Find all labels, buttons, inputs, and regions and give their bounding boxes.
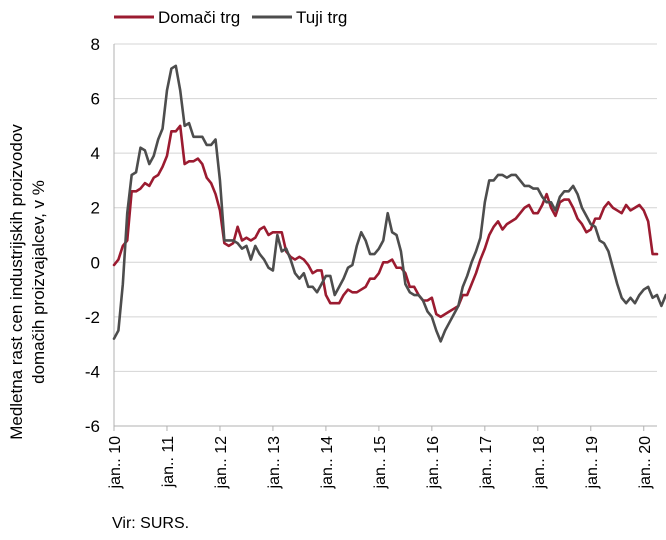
x-tick-label: jan.. 19 (584, 436, 601, 490)
series-line-domaci-trg (112, 124, 659, 319)
y-axis-label-line-2: domačih proizvajalcev, v % (29, 180, 48, 384)
y-tick-label: -6 (85, 417, 100, 436)
x-tick-label: jan.. 13 (266, 436, 283, 490)
y-tick-label: 4 (91, 144, 100, 163)
x-tick-label: jan.. 15 (372, 436, 389, 490)
x-tick-label: jan.. 17 (478, 436, 495, 490)
y-tick-labels: -6 -4 -2 0 2 4 6 8 (85, 35, 100, 436)
y-axis-label-line-1: Medletna rast cen industrijskih proizvod… (7, 124, 26, 440)
legend-label: Domači trg (158, 8, 240, 27)
y-tick-label: 0 (91, 253, 100, 272)
axes (113, 44, 657, 427)
y-tick-label: 8 (91, 35, 100, 54)
legend-label: Tuji trg (296, 8, 347, 27)
source-note: Vir: SURS. (112, 515, 189, 532)
x-tick-label: jan.. 20 (637, 436, 654, 490)
x-tick-labels: jan.. 10 jan.. 11 jan.. 12 jan.. 13 jan.. 14… (107, 426, 654, 489)
x-tick-label: jan.. 10 (107, 436, 124, 490)
x-tick-label: jan.. 16 (425, 436, 442, 490)
x-tick-label: jan.. 14 (319, 436, 336, 490)
gridlines (114, 43, 657, 427)
legend: Domači trg Tuji trg (114, 8, 347, 27)
y-tick-label: -4 (85, 362, 100, 381)
x-tick-label: jan.. 12 (213, 436, 230, 490)
series-lines (112, 64, 666, 343)
y-tick-label: 6 (91, 90, 100, 109)
x-tick-label: jan.. 11 (160, 436, 177, 488)
y-tick-label: 2 (91, 199, 100, 218)
x-tick-label: jan.. 18 (531, 436, 548, 490)
series-line-tuji-trg (112, 64, 666, 343)
y-tick-label: -2 (85, 308, 100, 327)
